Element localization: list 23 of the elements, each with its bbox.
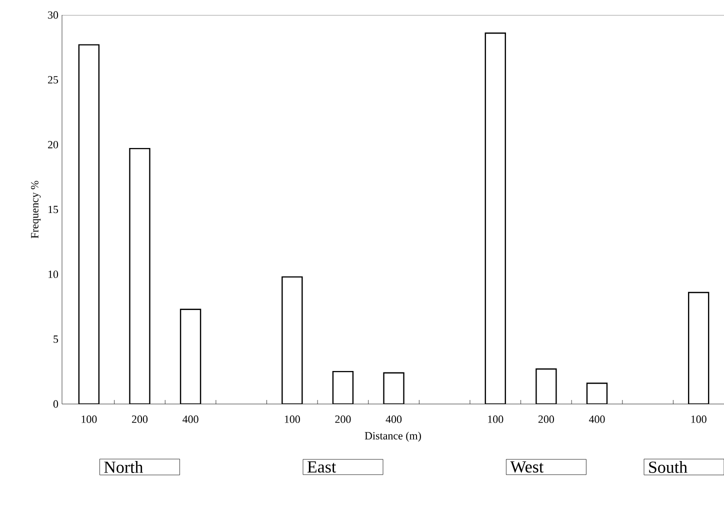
- y-tick-label: 0: [53, 400, 58, 408]
- x-tick-label: 400: [386, 416, 402, 423]
- text: West: [510, 461, 544, 473]
- text: East: [307, 461, 336, 473]
- x-tick-label: 400: [182, 416, 198, 423]
- x-tick-label: 100: [488, 416, 504, 423]
- x-tick-label: 100: [284, 416, 300, 423]
- y-tick-label: 15: [48, 206, 58, 214]
- x-tick-label: 200: [132, 416, 148, 423]
- text: North: [104, 461, 143, 473]
- y-tick-label: 10: [48, 270, 58, 278]
- x-tick-label: 200: [538, 416, 554, 423]
- y-tick-label: 30: [48, 11, 58, 19]
- x-tick-label: 100: [691, 416, 706, 423]
- x-axis-title: Distance (m): [364, 432, 421, 442]
- x-tick-label: 200: [335, 416, 351, 423]
- y-tick-label: 20: [48, 140, 58, 148]
- x-tick-label: 100: [82, 416, 97, 423]
- y-axis-title: Frequency %: [31, 180, 41, 238]
- text: South: [649, 461, 688, 473]
- y-tick-label: 5: [54, 336, 58, 343]
- x-tick-label: 400: [588, 416, 605, 423]
- y-tick-label: 25: [48, 76, 58, 84]
